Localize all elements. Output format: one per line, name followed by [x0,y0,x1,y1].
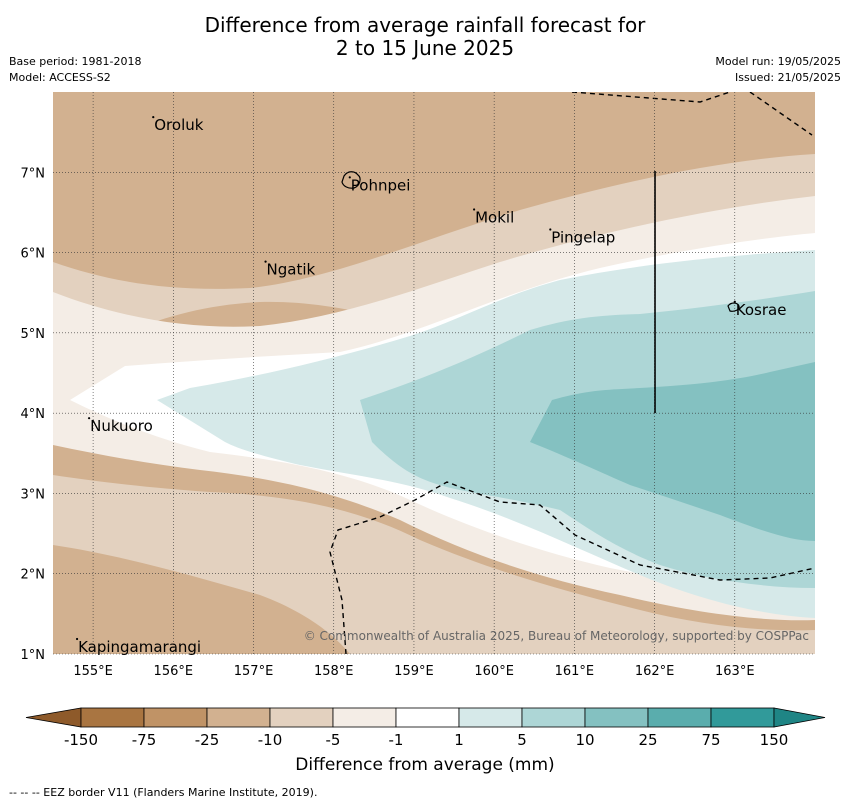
kosrae-island [727,302,740,312]
place-marker [87,417,91,420]
eez-legend-note: -- -- -- EEZ border V11 (Flanders Marine… [9,786,318,799]
eez-border-south [329,481,815,654]
place-label: Pingelap [551,229,615,247]
colorbar-box [395,707,460,728]
colorbar-tick-label: 5 [517,731,527,749]
x-tick-label: 156°E [154,664,194,679]
colorbar-tick-labels: -150 -75 -25 -10 -5 -1 1 5 10 25 75 150 [64,731,788,749]
model-name: Model: ACCESS-S2 [9,71,111,84]
model-run: Model run: 19/05/2025 [715,55,841,68]
meta-right: Model run: 19/05/2025 Issued: 21/05/2025 [715,54,841,86]
meta-left: Base period: 1981-2018 Model: ACCESS-S2 [9,54,141,86]
colorbar-tick-label: -25 [195,731,220,749]
x-tick-label: 161°E [555,664,595,679]
place-marker [549,228,552,231]
place-label: Nukuoro [90,417,153,435]
title-line-2: 2 to 15 June 2025 [335,36,515,60]
place-label: Kapingamarangi [78,638,201,656]
place-label: Ngatik [267,261,316,279]
colorbar-box [332,707,397,728]
place-marker [473,208,476,211]
title-line-1: Difference from average rainfall forecas… [204,13,646,37]
rainfall-map: 155°E 156°E 157°E 158°E 159°E 160°E 161°E 162°E… [21,92,815,679]
pohnpei-island [341,171,361,189]
y-axis-labels: 7°N 6°N 5°N 4°N 3°N 2°N 1°N [21,166,46,663]
colorbar-tick-label: 75 [701,731,720,749]
colorbar-tick-label: 10 [575,731,594,749]
eez-border-ne [749,92,813,136]
x-tick-label: 160°E [474,664,514,679]
map-title: Difference from average rainfall forecas… [0,14,850,60]
x-axis-labels: 155°E 156°E 157°E 158°E 159°E 160°E 161°E 162°E… [73,664,754,679]
place-marker [264,260,267,263]
place-label: Oroluk [154,116,203,134]
colorbar-tick-label: -5 [326,731,341,749]
colorbar-boxes [25,707,826,728]
colorbar-box [143,707,208,728]
eez-border-north [571,92,731,103]
y-tick-label: 1°N [21,648,46,663]
colorbar-box [206,707,271,728]
y-tick-label: 2°N [21,568,46,583]
colorbar-box [521,707,586,728]
x-tick-label: 163°E [715,664,755,679]
colorbar-tick-label: 25 [638,731,657,749]
place-labels: Oroluk Pohnpei Mokil Pingelap Ngatik Kosrae Nu… [75,116,787,656]
copyright-notice: © Commonwealth of Australia 2025, Bureau… [304,629,809,643]
colorbar-extend-high [773,707,826,728]
gridlines [53,92,815,655]
colorbar-extend-low [25,707,82,728]
colorbar-tick-label: -150 [64,731,98,749]
colorbar-box [80,707,145,728]
contour-fill-p10 [530,362,815,541]
y-tick-label: 6°N [21,247,46,262]
x-tick-label: 158°E [314,664,354,679]
colorbar-tick-label: -10 [258,731,283,749]
y-tick-label: 4°N [21,407,46,422]
colorbar: -150 -75 -25 -10 -5 -1 1 5 10 25 75 150 [25,707,826,749]
y-tick-label: 5°N [21,327,46,342]
place-label: Mokil [475,208,514,226]
colorbar-box [647,707,712,728]
contour-fills [53,92,815,654]
place-marker [348,176,351,179]
colorbar-tick-label: -1 [389,731,404,749]
base-period: Base period: 1981-2018 [9,55,142,68]
colorbar-box [584,707,649,728]
colorbar-tick-label: 1 [454,731,464,749]
x-tick-label: 159°E [394,664,434,679]
y-tick-label: 3°N [21,487,46,502]
place-marker [733,300,736,303]
colorbar-box [269,707,334,728]
issued-date: Issued: 21/05/2025 [734,71,841,84]
x-tick-label: 157°E [234,664,274,679]
colorbar-tick-label: -75 [132,731,157,749]
y-tick-label: 7°N [21,166,46,181]
colorbar-tick-label: 150 [760,731,789,749]
place-label: Kosrae [736,301,787,319]
place-marker [152,116,155,119]
colorbar-box [458,707,523,728]
x-tick-label: 162°E [635,664,675,679]
colorbar-box [710,707,775,728]
colorbar-title: Difference from average (mm) [295,755,555,775]
place-marker [75,637,79,641]
place-label: Pohnpei [351,176,411,194]
x-tick-label: 155°E [73,664,113,679]
